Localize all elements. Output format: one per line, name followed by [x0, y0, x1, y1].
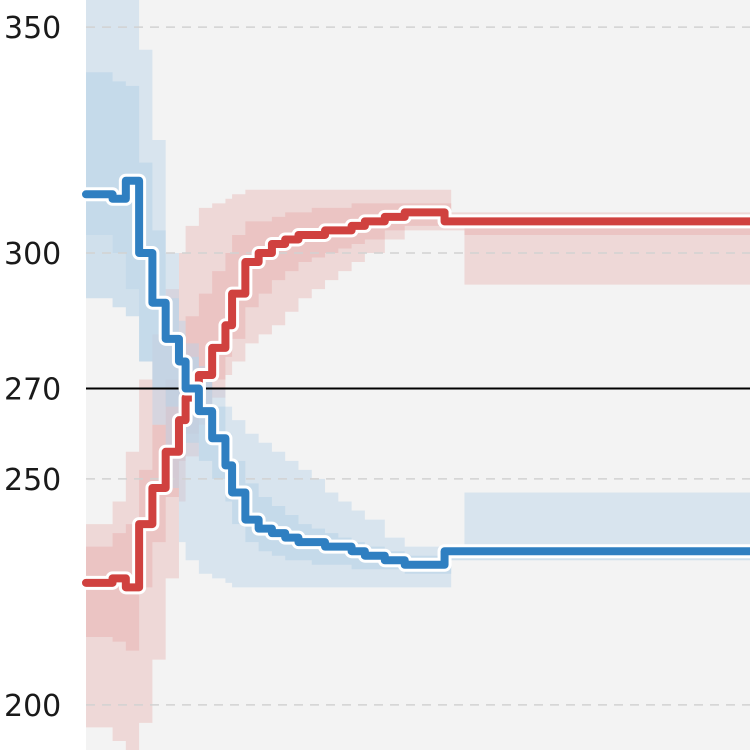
y-tick-label-270: 270	[4, 373, 61, 408]
y-tick-label-350: 350	[4, 11, 61, 46]
series-line-blue	[82, 176, 750, 569]
series-line-red	[82, 208, 750, 592]
y-tick-label-250: 250	[4, 463, 61, 498]
y-tick-label-300: 300	[4, 237, 61, 272]
band-outer-red	[86, 189, 750, 750]
series-lines	[79, 173, 750, 595]
y-axis-tick-labels: 350 300 270 250 200	[4, 11, 61, 724]
band-outer-blue	[86, 0, 750, 588]
uncertainty-bands	[86, 0, 750, 750]
y-tick-label-200: 200	[4, 689, 61, 724]
